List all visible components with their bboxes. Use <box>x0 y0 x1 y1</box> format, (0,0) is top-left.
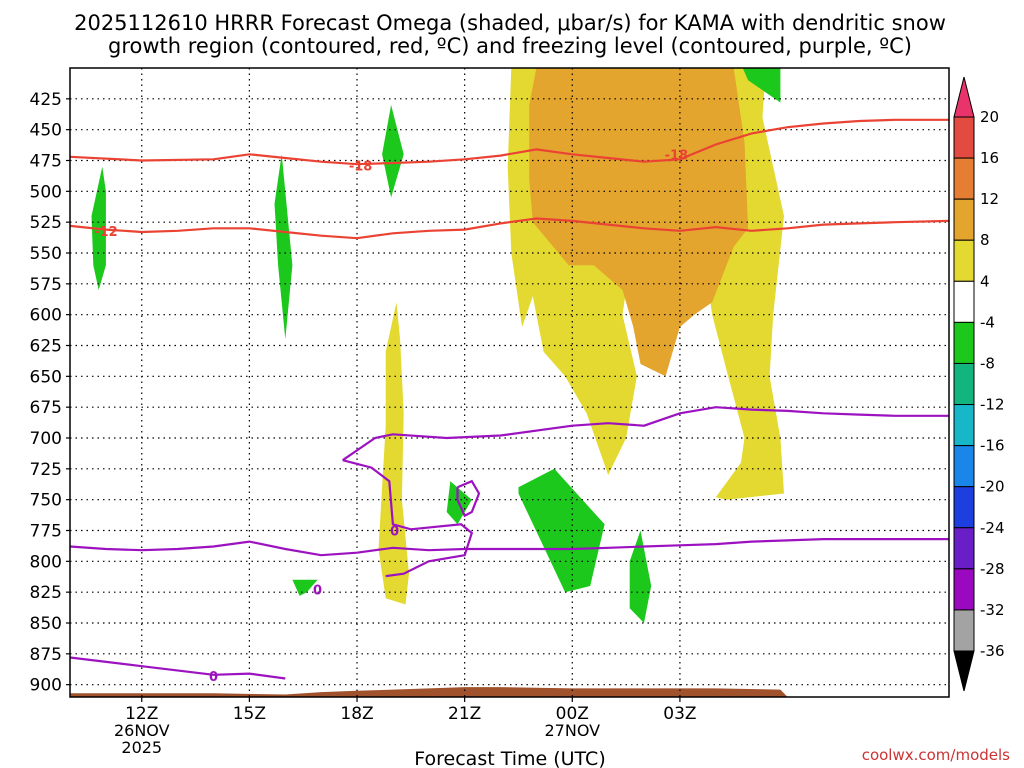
colorbar-segment <box>953 568 975 611</box>
gridlines <box>70 68 949 697</box>
colorbar-label: 12 <box>980 190 999 208</box>
terrain-ground <box>70 687 788 697</box>
y-tick-label: 675 <box>30 398 62 418</box>
y-tick-label: 700 <box>30 429 62 449</box>
colorbar-segment <box>953 362 975 406</box>
y-tick-label: 725 <box>30 460 62 480</box>
ground-fill <box>70 687 788 697</box>
colorbar-segment <box>953 321 975 364</box>
omega-region-4 <box>274 154 293 340</box>
colorbar-segment <box>953 239 975 282</box>
colorbar-segment <box>953 116 975 159</box>
plot-frame <box>69 67 950 698</box>
colorbar-segment <box>953 445 975 488</box>
colorbar-label: -20 <box>980 478 1005 496</box>
colorbar-label: 4 <box>980 272 990 290</box>
chart-title-line-1: 2025112610 HRRR Forecast Omega (shaded, … <box>74 11 946 35</box>
y-tick-label: 600 <box>30 306 62 326</box>
y-tick-label: 750 <box>30 491 62 511</box>
omega-region-9 <box>629 530 652 623</box>
credit-text: coolwx.com/models <box>862 746 1010 764</box>
x-tick-label: 12Z <box>125 704 158 724</box>
freezing-contour-1-label: 0 <box>209 670 218 685</box>
colorbar-bottom-arrow <box>953 650 975 692</box>
x-tick-label: 03Z <box>663 704 696 724</box>
y-tick-label: 450 <box>30 121 62 141</box>
x-tick-label: 21Z <box>448 704 481 724</box>
colorbar-top-arrow <box>953 76 975 118</box>
colorbar-label: -12 <box>980 396 1005 414</box>
y-tick-label: 500 <box>30 182 62 202</box>
y-tick-label: 875 <box>30 645 62 665</box>
omega-region-6 <box>742 68 781 103</box>
y-tick-label: 800 <box>30 552 62 572</box>
colorbar-segment <box>953 609 975 652</box>
y-tick-label: 850 <box>30 614 62 634</box>
y-tick-label: 650 <box>30 367 62 387</box>
freezing-contour-loop-label: 0 <box>390 525 399 540</box>
colorbar-label: -32 <box>980 601 1005 619</box>
temperature-contour-0 <box>70 118 949 166</box>
y-tick-label: 525 <box>30 213 62 233</box>
colorbar-label: 20 <box>980 108 999 126</box>
colorbar-label: -4 <box>980 313 995 331</box>
omega-region-8 <box>518 468 605 593</box>
omega-colorbar: 20 16 12 8 4 -4 -8 -12 -16 -20 -24 -28 -32 -36 <box>953 76 1005 692</box>
colorbar-segment <box>953 527 975 570</box>
x-tick-label: 2025 <box>121 738 162 757</box>
x-tick-label: 00Z <box>556 704 589 724</box>
freezing-contour-loop <box>342 459 474 578</box>
omega-region-5 <box>382 105 404 198</box>
omega-region-10 <box>292 579 318 596</box>
colorbar-label: -24 <box>980 519 1005 537</box>
y-tick-label: 425 <box>30 90 62 110</box>
colorbar-segment <box>953 157 975 200</box>
x-tick-label: 26NOV <box>114 721 170 740</box>
temperature-contour-1 <box>70 217 949 240</box>
omega-region-2 <box>529 68 749 377</box>
y-tick-label: 825 <box>30 583 62 603</box>
colorbar-label: 8 <box>980 231 990 249</box>
colorbar-label: -16 <box>980 437 1005 455</box>
y-tick-label: 625 <box>30 337 62 357</box>
freezing-contour-0 <box>70 537 949 557</box>
colorbar-label: -8 <box>980 354 995 372</box>
freezing-contour-1 <box>70 656 286 680</box>
colorbar-segment <box>953 486 975 529</box>
y-tick-label: 475 <box>30 152 62 172</box>
y-tick-label: 575 <box>30 275 62 295</box>
y-tick-label: 775 <box>30 522 62 542</box>
freezing-contour-0-label: 0 <box>313 584 322 599</box>
x-tick-label: 27NOV <box>544 721 600 740</box>
y-axis-ticks: 425 450 475 500 525 550 575 600 625 650 675 700 725 7… <box>30 90 70 696</box>
x-tick-label: 15Z <box>233 704 266 724</box>
chart-title-line-2: growth region (contoured, red, ºC) and f… <box>108 34 912 58</box>
temperature-contour-1-label: -12 <box>94 225 118 240</box>
temperature-contour-second-label: -18 <box>665 148 689 163</box>
colorbar-label: 16 <box>980 149 999 167</box>
omega-region-1 <box>378 302 409 605</box>
colorbar-segment <box>953 404 975 447</box>
y-tick-label: 900 <box>30 676 62 696</box>
x-tick-label: 18Z <box>340 704 373 724</box>
colorbar-segment <box>953 280 975 323</box>
temperature-contour-0-label: -18 <box>349 159 373 174</box>
colorbar-segment <box>953 198 975 241</box>
x-axis-title: Forecast Time (UTC) <box>414 748 605 768</box>
colorbar-label: -28 <box>980 560 1005 578</box>
contour-lines: -18 -12 0 0 0 -18 <box>70 118 949 685</box>
colorbar-label: -36 <box>980 642 1005 660</box>
y-tick-label: 550 <box>30 244 62 264</box>
freezing-contour-2 <box>342 406 949 462</box>
omega-shaded-regions <box>91 68 784 623</box>
freezing-contour-loop-small <box>456 479 481 518</box>
